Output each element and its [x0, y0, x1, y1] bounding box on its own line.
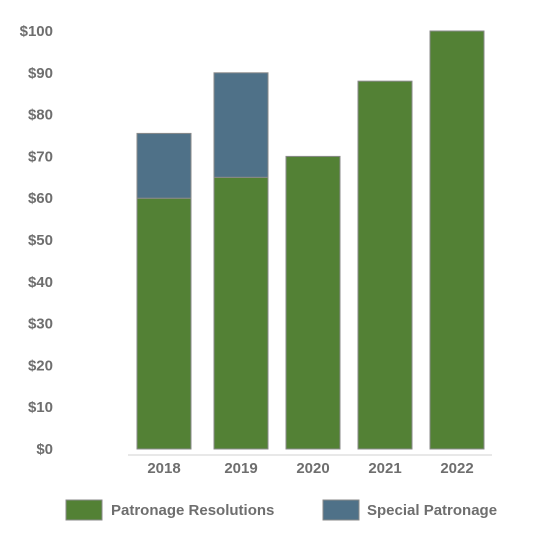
- bar-2022-patronage-resolutions: [429, 30, 485, 450]
- bar-2018-patronage-resolutions: [136, 197, 192, 450]
- y-tick-label: $30: [28, 316, 53, 333]
- y-tick-label: $40: [28, 274, 53, 291]
- x-tick-label: 2021: [368, 460, 401, 477]
- legend: Patronage Resolutions Special Patronage: [65, 499, 497, 521]
- legend-label: Patronage Resolutions: [111, 502, 274, 519]
- y-tick-label: $10: [28, 399, 53, 416]
- x-tick-label: 2018: [147, 460, 180, 477]
- y-tick-label: $50: [28, 232, 53, 249]
- bar-2018-special-patronage: [136, 132, 192, 199]
- bar-2021-patronage-resolutions: [357, 80, 413, 450]
- y-tick-label: $60: [28, 190, 53, 207]
- legend-label: Special Patronage: [367, 502, 497, 519]
- y-tick-label: $90: [28, 65, 53, 82]
- bars: [136, 30, 485, 450]
- y-tick-label: $70: [28, 148, 53, 165]
- bar-2020-patronage-resolutions: [285, 155, 341, 450]
- y-tick-label: $80: [28, 107, 53, 124]
- x-tick-label: 2020: [296, 460, 329, 477]
- y-axis: $0 $10 $20 $30 $40 $50 $60 $70 $80 $90 $100: [20, 23, 53, 458]
- y-tick-label: $100: [20, 23, 53, 40]
- bar-2019-special-patronage: [213, 72, 269, 178]
- legend-swatch: [65, 499, 103, 521]
- bar-2019-patronage-resolutions: [213, 176, 269, 450]
- x-tick-label: 2019: [224, 460, 257, 477]
- x-tick-label: 2022: [440, 460, 473, 477]
- y-tick-label: $20: [28, 357, 53, 374]
- y-tick-label: $0: [36, 441, 53, 458]
- x-axis: 2018 2019 2020 2021 2022: [128, 454, 492, 477]
- legend-swatch: [322, 499, 360, 521]
